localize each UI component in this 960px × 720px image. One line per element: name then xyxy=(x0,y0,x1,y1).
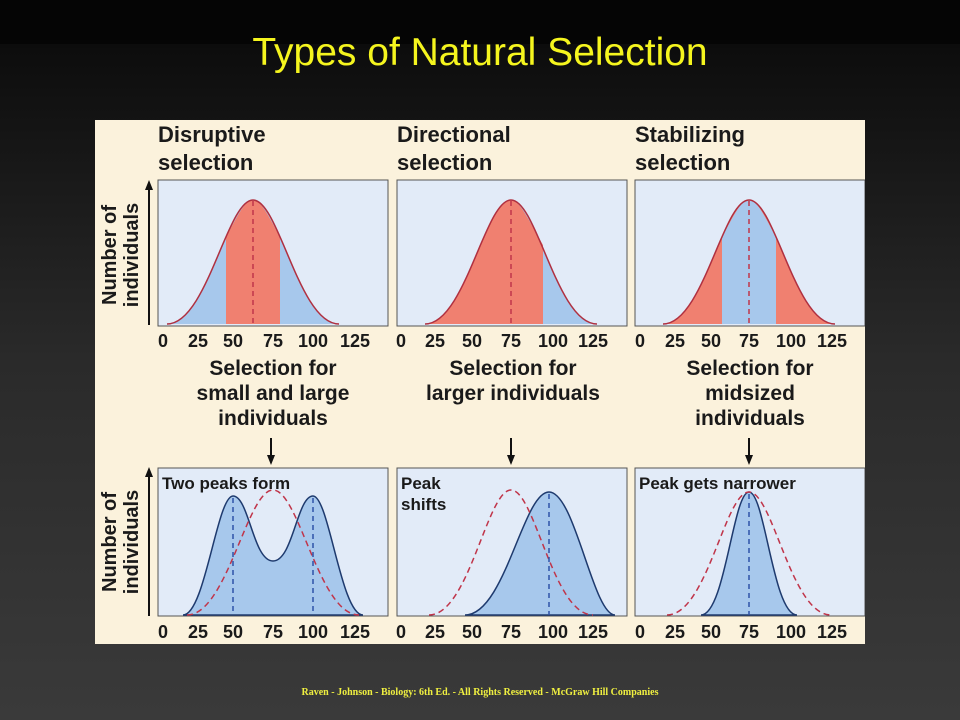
tick-label: 75 xyxy=(263,331,283,351)
tick-label: 0 xyxy=(635,331,645,351)
down-arrow-directional xyxy=(507,438,515,465)
tick-label: 50 xyxy=(223,622,243,642)
tick-label: 0 xyxy=(158,622,168,642)
tick-label: 25 xyxy=(188,622,208,642)
caption-disruptive-line2: small and large xyxy=(197,382,350,405)
tick-label: 100 xyxy=(776,622,806,642)
panel-disruptive: Disruptive selection Selection for small… xyxy=(157,122,389,617)
natural-selection-figure: Number of individuals Number of individu… xyxy=(95,120,865,644)
tick-label: 50 xyxy=(701,622,721,642)
down-arrow-stabilizing xyxy=(745,438,753,465)
tick-label: 125 xyxy=(817,331,847,351)
tick-labels-top-directional: 0 25 50 75 100 125 xyxy=(396,331,608,351)
caption-stabilizing-line2: midsized xyxy=(705,382,795,405)
tick-label: 0 xyxy=(396,622,406,642)
result-label-directional-line1: Peak xyxy=(401,474,441,493)
panel-title-directional-line1: Directional xyxy=(397,122,511,147)
panel-stabilizing: Stabilizing selection Selection for mids… xyxy=(634,122,865,617)
tick-label: 75 xyxy=(501,622,521,642)
tick-label: 25 xyxy=(425,622,445,642)
tick-labels-bottom-disruptive: 0 25 50 75 100 125 xyxy=(158,622,370,642)
tick-label: 0 xyxy=(396,331,406,351)
tick-label: 25 xyxy=(188,331,208,351)
figure-svg: Number of individuals Number of individu… xyxy=(99,122,865,642)
tick-label: 50 xyxy=(462,622,482,642)
curve-outline-directional xyxy=(424,199,598,325)
tick-label: 100 xyxy=(298,622,328,642)
tick-labels-bottom-stabilizing: 0 25 50 75 100 125 xyxy=(635,622,847,642)
panel-title-disruptive-line1: Disruptive xyxy=(158,122,266,147)
tick-label: 50 xyxy=(223,331,243,351)
panel-title-stabilizing-line1: Stabilizing xyxy=(635,122,745,147)
curve-outline-stabilizing xyxy=(662,199,836,325)
tick-label: 25 xyxy=(425,331,445,351)
panel-title-directional-line2: selection xyxy=(397,150,492,175)
y-axis-label-top-line2: individuals xyxy=(121,203,143,307)
tick-label: 75 xyxy=(501,331,521,351)
down-arrow-disruptive xyxy=(267,438,275,465)
result-fill-directional xyxy=(464,491,616,616)
curve-fill-red-directional xyxy=(425,200,543,324)
tick-label: 25 xyxy=(665,331,685,351)
original-curve-stabilizing xyxy=(666,491,832,616)
tick-label: 125 xyxy=(817,622,847,642)
original-curve-directional xyxy=(428,489,594,616)
panel-title-disruptive-line2: selection xyxy=(158,150,253,175)
y-axis-arrow-top xyxy=(145,180,153,325)
y-axis-arrow-bottom xyxy=(145,467,153,616)
tick-label: 75 xyxy=(739,622,759,642)
tick-labels-top-stabilizing: 0 25 50 75 100 125 xyxy=(635,331,847,351)
tick-label: 100 xyxy=(538,622,568,642)
result-label-stabilizing: Peak gets narrower xyxy=(639,474,796,493)
caption-directional-line2: larger individuals xyxy=(426,382,600,405)
curve-fill-red-disruptive xyxy=(226,200,280,324)
result-label-directional-line2: shifts xyxy=(401,495,446,514)
tick-label: 100 xyxy=(538,331,568,351)
result-fill-disruptive xyxy=(182,495,364,616)
tick-label: 50 xyxy=(701,331,721,351)
panel-directional: Directional selection Selection for larg… xyxy=(396,122,628,617)
y-axis-label-bottom-line1: Number of xyxy=(99,492,121,592)
result-label-disruptive: Two peaks form xyxy=(162,474,290,493)
tick-label: 125 xyxy=(340,331,370,351)
curve-outline-disruptive xyxy=(166,199,340,325)
curve-fill-blue-stabilizing xyxy=(722,200,776,324)
tick-label: 25 xyxy=(665,622,685,642)
y-axis-label-top-line1: Number of xyxy=(99,205,121,305)
tick-label: 100 xyxy=(298,331,328,351)
tick-label: 125 xyxy=(578,331,608,351)
caption-disruptive-line3: individuals xyxy=(218,407,328,430)
top-band xyxy=(0,0,960,44)
original-curve-disruptive xyxy=(186,489,360,616)
tick-label: 75 xyxy=(263,622,283,642)
caption-directional-line1: Selection for xyxy=(449,357,576,380)
caption-stabilizing-line1: Selection for xyxy=(686,357,813,380)
caption-disruptive-line1: Selection for xyxy=(209,357,336,380)
slide-title: Types of Natural Selection xyxy=(252,31,708,74)
tick-label: 75 xyxy=(739,331,759,351)
tick-labels-bottom-directional: 0 25 50 75 100 125 xyxy=(396,622,608,642)
y-axis-label-bottom-line2: individuals xyxy=(121,490,143,594)
tick-label: 0 xyxy=(158,331,168,351)
caption-stabilizing-line3: individuals xyxy=(695,407,805,430)
tick-label: 100 xyxy=(776,331,806,351)
tick-label: 125 xyxy=(340,622,370,642)
tick-label: 0 xyxy=(635,622,645,642)
tick-label: 50 xyxy=(462,331,482,351)
panel-title-stabilizing-line2: selection xyxy=(635,150,730,175)
tick-label: 125 xyxy=(578,622,608,642)
tick-labels-top-disruptive: 0 25 50 75 100 125 xyxy=(158,331,370,351)
copyright-footer: Raven - Johnson - Biology: 6th Ed. - All… xyxy=(301,687,659,698)
